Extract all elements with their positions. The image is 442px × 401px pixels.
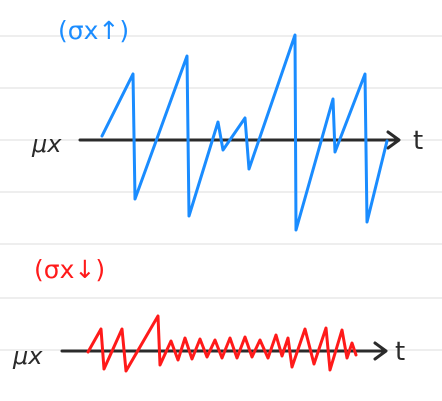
top-axis-arrowhead (386, 130, 401, 150)
top-volatility-series (100, 33, 389, 232)
top-mean-label: μx (31, 130, 62, 158)
bottom-axis-arrowhead (373, 341, 388, 361)
top-panel-title: (σx↑) (58, 16, 129, 45)
bottom-volatility-series (86, 314, 358, 373)
bottom-panel-title: (σx↓) (34, 255, 105, 284)
bottom-time-label: t (395, 337, 405, 367)
top-time-label: t (413, 126, 423, 156)
bottom-mean-label: μx (12, 342, 43, 370)
